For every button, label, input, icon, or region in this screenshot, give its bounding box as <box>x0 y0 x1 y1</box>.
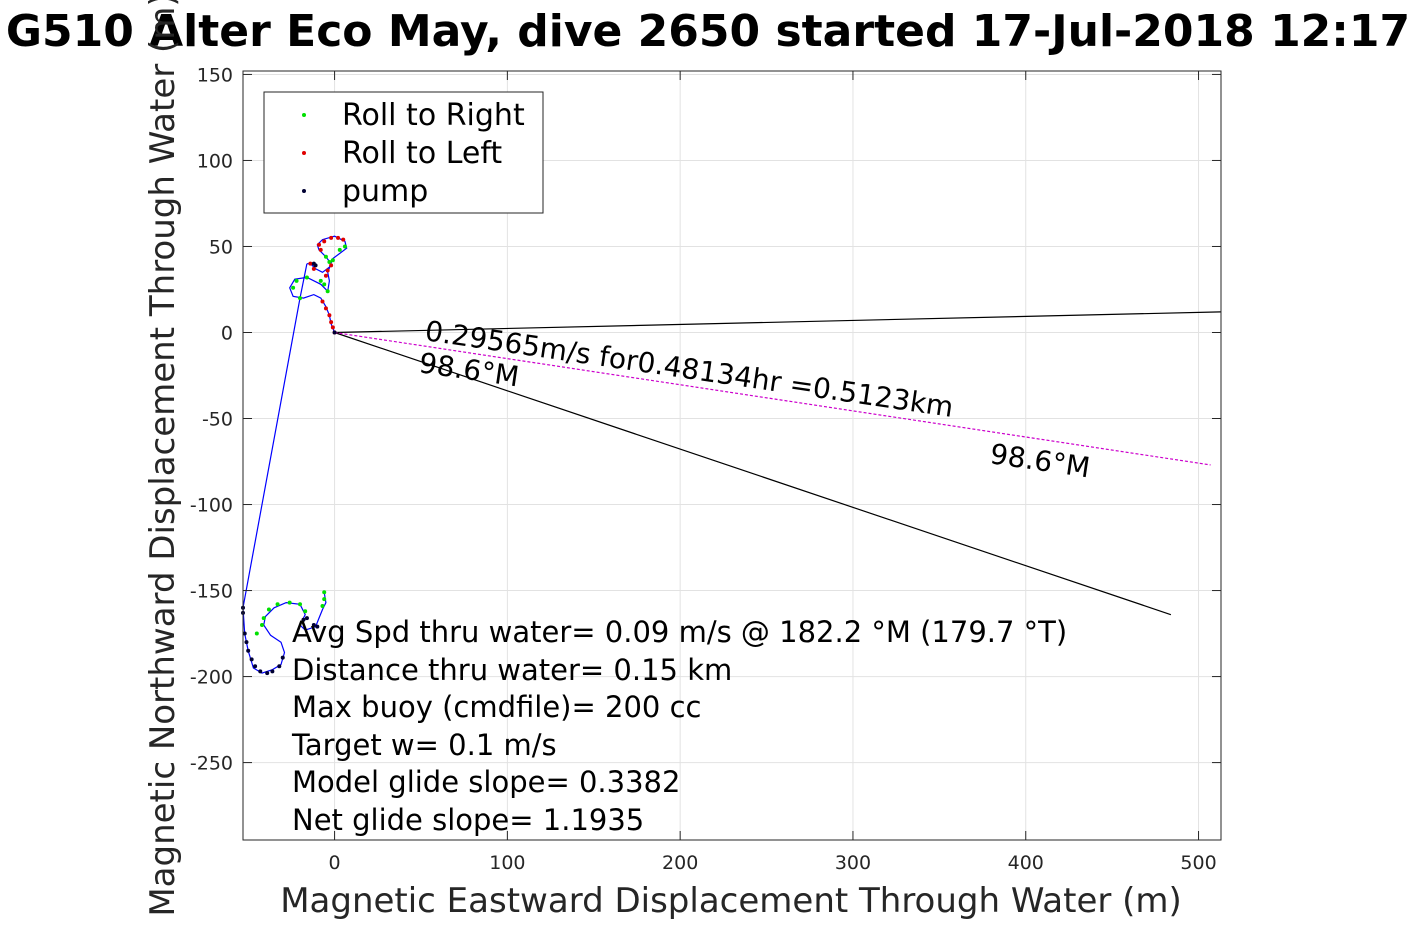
y-tick-label: -150 <box>190 581 233 603</box>
roll-right-point <box>303 609 308 614</box>
legend-pump-marker <box>302 189 306 193</box>
x-tick-label: 400 <box>1008 852 1044 874</box>
chart-title: G510 Alter Eco May, dive 2650 started 17… <box>6 6 1410 57</box>
roll-right-point <box>322 590 327 595</box>
pump-point <box>315 624 320 629</box>
pump-point <box>246 648 251 653</box>
pump-point <box>258 669 263 674</box>
roll-right-point <box>298 296 303 301</box>
pump-point <box>277 664 282 669</box>
roll-right-point <box>342 244 347 249</box>
roll-right-point <box>304 275 309 280</box>
pump-point <box>249 657 254 662</box>
y-tick-label: -100 <box>190 495 233 517</box>
roll-right-point <box>337 247 342 252</box>
roll-left-point <box>320 299 325 304</box>
roll-right-point <box>327 259 332 264</box>
roll-right-point <box>254 631 259 636</box>
roll-right-point <box>320 604 325 609</box>
roll-right-point <box>325 289 330 294</box>
info-target-w: Target w= 0.1 m/s <box>291 728 557 762</box>
pump-point <box>270 669 275 674</box>
roll-right-point <box>322 597 327 602</box>
roll-left-point <box>327 313 332 318</box>
pump-point <box>301 617 306 622</box>
y-axis-label: Magnetic Northward Displacement Through … <box>143 0 183 917</box>
roll-right-point <box>322 282 327 287</box>
x-tick-label: 0 <box>329 852 341 874</box>
roll-right-point <box>287 600 292 605</box>
y-tick-label: 100 <box>197 150 233 172</box>
roll-left-point <box>325 268 330 273</box>
info-model-glide-slope: Model glide slope= 0.3382 <box>292 765 680 799</box>
axes-box <box>242 70 1222 841</box>
roll-left-point <box>341 237 346 242</box>
y-tick-label: -200 <box>190 667 233 689</box>
heading-line-0 <box>334 331 1172 616</box>
roll-right-point <box>266 607 271 612</box>
y-tick-label: -250 <box>190 753 233 775</box>
legend-roll-left-marker <box>302 151 306 155</box>
x-axis-label: Magnetic Eastward Displacement Through W… <box>280 881 1182 921</box>
roll-right-point <box>294 278 299 283</box>
roll-left-point <box>329 263 334 268</box>
roll-left-point <box>336 235 341 240</box>
legend: Roll to Right Roll to Left pump <box>263 91 544 214</box>
roll-left-point <box>329 320 334 325</box>
legend-roll-right-marker <box>302 113 306 117</box>
axis-ticks: 0 100 200 300 400 500150100500-50-100-150-200… <box>190 64 1221 874</box>
roll-left-point <box>308 261 313 266</box>
pump-point <box>265 671 270 676</box>
y-tick-label: 50 <box>209 236 233 258</box>
pump-point <box>311 261 316 266</box>
heading-lines <box>334 311 1222 616</box>
roll-left-point <box>323 306 328 311</box>
heading-line-2 <box>334 331 1211 466</box>
roll-right-point <box>330 258 335 263</box>
heading-line-1 <box>334 311 1222 334</box>
info-net-glide-slope: Net glide slope= 1.1935 <box>292 803 644 837</box>
roll-left-point <box>318 247 323 252</box>
roll-right-point <box>275 602 280 607</box>
pump-point <box>253 664 258 669</box>
roll-left-point <box>317 242 322 247</box>
legend-roll-left: Roll to Left <box>342 136 502 171</box>
roll-left-point <box>330 325 335 330</box>
x-tick-label: 200 <box>662 852 698 874</box>
x-tick-label: 100 <box>489 852 525 874</box>
info-distance: Distance thru water= 0.15 km <box>292 653 732 687</box>
x-tick-label: 300 <box>835 852 871 874</box>
roll-right-point <box>298 602 303 607</box>
y-tick-label: 0 <box>221 322 233 344</box>
info-avg-speed: Avg Spd thru water= 0.09 m/s @ 182.2 °M … <box>292 615 1067 649</box>
y-tick-label: -50 <box>202 409 233 431</box>
pump-point <box>242 631 247 636</box>
roll-right-point <box>291 285 296 290</box>
roll-left-point <box>323 273 328 278</box>
pump-point <box>311 622 316 627</box>
pump-point <box>244 640 249 645</box>
pump-point <box>280 655 285 660</box>
roll-right-point <box>260 622 265 627</box>
pump-point <box>304 616 309 621</box>
roll-right-point <box>261 616 266 621</box>
info-max-buoy: Max buoy (cmdfile)= 200 cc <box>292 690 701 724</box>
y-tick-label: 150 <box>197 64 233 86</box>
roll-left-point <box>311 266 316 271</box>
legend-roll-right: Roll to Right <box>342 98 525 133</box>
pump-point <box>332 330 337 335</box>
legend-box <box>263 91 544 214</box>
roll-left-point <box>329 235 334 240</box>
roll-left-point <box>322 239 327 244</box>
roll-right-point <box>318 278 323 283</box>
data-points <box>241 235 347 676</box>
roll-right-point <box>323 254 328 259</box>
x-tick-label: 500 <box>1180 852 1216 874</box>
info-text-block: Avg Spd thru water= 0.09 m/s @ 182.2 °M … <box>291 615 1067 837</box>
legend-pump: pump <box>342 174 428 209</box>
